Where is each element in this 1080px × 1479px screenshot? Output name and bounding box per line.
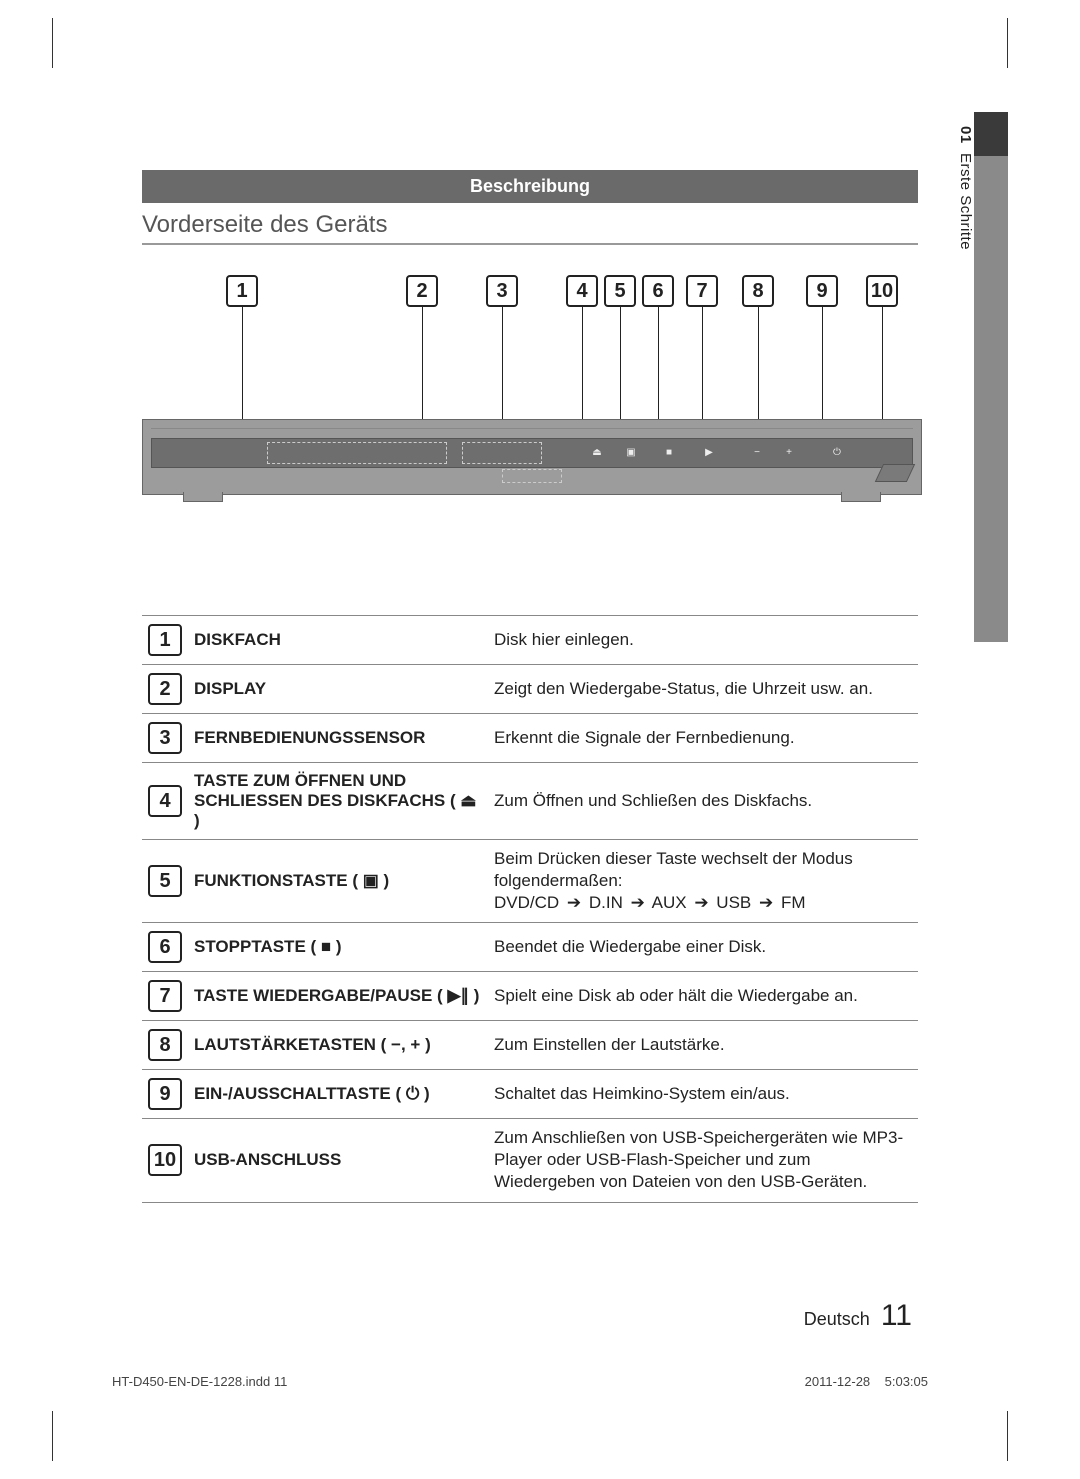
- device-foot: [841, 492, 881, 502]
- row-name: TASTE WIEDERGABE/PAUSE ( ▶∥ ): [188, 972, 488, 1021]
- device-control-icon: +: [784, 447, 794, 457]
- device-control-icon: ▶: [704, 447, 714, 457]
- chapter-label: Erste Schritte: [957, 153, 974, 250]
- device-ridge: [151, 428, 913, 429]
- device-control-icon: ⏏: [592, 447, 602, 457]
- row-name: TASTE ZUM ÖFFNEN UND SCHLIESSEN DES DISK…: [188, 763, 488, 840]
- side-tab-bg: [974, 112, 1008, 642]
- row-desc: Disk hier einlegen.: [488, 616, 918, 665]
- table-row: 7TASTE WIEDERGABE/PAUSE ( ▶∥ )Spielt ein…: [142, 972, 918, 1021]
- row-number-cell: 1: [142, 616, 188, 665]
- row-number-cell: 8: [142, 1021, 188, 1070]
- print-time: 5:03:05: [885, 1374, 928, 1389]
- crop-mark: [1007, 1411, 1008, 1461]
- row-desc: Schaltet das Heimkino-System ein/aus.: [488, 1070, 918, 1119]
- callout-box: 3: [486, 275, 518, 307]
- row-number-cell: 3: [142, 714, 188, 763]
- page: 01 Erste Schritte Beschreibung Vordersei…: [52, 68, 1008, 1411]
- row-desc: Zeigt den Wiedergabe-Status, die Uhrzeit…: [488, 665, 918, 714]
- table-row: 10USB-ANSCHLUSSZum Anschließen von USB-S…: [142, 1119, 918, 1202]
- row-number-badge: 5: [148, 865, 182, 897]
- device-diagram: 1 2 3 456789 10 ⏏ ▣ ■ ▶ − + ⏻: [142, 275, 922, 495]
- device-body: ⏏ ▣ ■ ▶ − + ⏻: [142, 419, 922, 495]
- print-file: HT-D450-EN-DE-1228.indd 11: [112, 1374, 287, 1389]
- callout-box: 2: [406, 275, 438, 307]
- print-info: HT-D450-EN-DE-1228.indd 11 2011-12-28 5:…: [112, 1374, 928, 1389]
- row-number-cell: 4: [142, 763, 188, 840]
- row-number-badge: 10: [148, 1144, 182, 1176]
- row-name: DISKFACH: [188, 616, 488, 665]
- callout-box: 5: [604, 275, 636, 307]
- section-title: Beschreibung: [142, 170, 918, 203]
- row-number-badge: 1: [148, 624, 182, 656]
- callout-box: 1: [226, 275, 258, 307]
- row-desc: Beim Drücken dieser Taste wechselt der M…: [488, 840, 918, 923]
- row-name: FUNKTIONSTASTE ( ▣ ): [188, 840, 488, 923]
- callout-box: 4: [566, 275, 598, 307]
- crop-mark: [1007, 18, 1008, 68]
- disk-tray: [267, 442, 447, 464]
- device-control-icon: −: [752, 447, 762, 457]
- row-name: EIN-/AUSSCHALTTASTE ( ⏻ ): [188, 1070, 488, 1119]
- side-tab-dark: [974, 112, 1008, 156]
- row-name: STOPPTASTE ( ■ ): [188, 923, 488, 972]
- row-number-badge: 2: [148, 673, 182, 705]
- row-number-badge: 9: [148, 1078, 182, 1110]
- row-number-cell: 2: [142, 665, 188, 714]
- subsection-title: Vorderseite des Geräts: [142, 203, 918, 245]
- callout-box: 9: [806, 275, 838, 307]
- usb-flap: [875, 464, 915, 482]
- sensor-area: [502, 469, 562, 483]
- row-number-cell: 7: [142, 972, 188, 1021]
- print-date: 2011-12-28: [805, 1374, 871, 1389]
- table-row: 4TASTE ZUM ÖFFNEN UND SCHLIESSEN DES DIS…: [142, 763, 918, 840]
- row-desc: Zum Einstellen der Lautstärke.: [488, 1021, 918, 1070]
- crop-mark: [52, 1411, 53, 1461]
- table-row: 6STOPPTASTE ( ■ )Beendet die Wiedergabe …: [142, 923, 918, 972]
- row-name: FERNBEDIENUNGSSENSOR: [188, 714, 488, 763]
- row-number-badge: 8: [148, 1029, 182, 1061]
- table-row: 3FERNBEDIENUNGSSENSORErkennt die Signale…: [142, 714, 918, 763]
- device-foot: [183, 492, 223, 502]
- page-footer: Deutsch 11: [804, 1299, 912, 1333]
- footer-lang: Deutsch: [804, 1309, 870, 1329]
- callout-box: 6: [642, 275, 674, 307]
- row-desc: Zum Anschließen von USB-Speichergeräten …: [488, 1119, 918, 1202]
- row-name: DISPLAY: [188, 665, 488, 714]
- callout-box: 7: [686, 275, 718, 307]
- table-row: 2DISPLAYZeigt den Wiedergabe-Status, die…: [142, 665, 918, 714]
- crop-mark: [52, 18, 53, 68]
- row-name: USB-ANSCHLUSS: [188, 1119, 488, 1202]
- side-tab-text: 01 Erste Schritte: [957, 126, 974, 250]
- row-number-cell: 6: [142, 923, 188, 972]
- table-row: 5FUNKTIONSTASTE ( ▣ )Beim Drücken dieser…: [142, 840, 918, 923]
- content: Beschreibung Vorderseite des Geräts 1 2 3 4…: [142, 170, 918, 1203]
- callout-box: 10: [866, 275, 898, 307]
- callout-box: 8: [742, 275, 774, 307]
- table-row: 9EIN-/AUSSCHALTTASTE ( ⏻ )Schaltet das H…: [142, 1070, 918, 1119]
- table-row: 8LAUTSTÄRKETASTEN ( −, + )Zum Einstellen…: [142, 1021, 918, 1070]
- row-number-badge: 3: [148, 722, 182, 754]
- row-desc: Beendet die Wiedergabe einer Disk.: [488, 923, 918, 972]
- device-control-icon: ⏻: [832, 447, 842, 457]
- device-control-icon: ▣: [626, 447, 636, 457]
- row-desc: Zum Öffnen und Schließen des Diskfachs.: [488, 763, 918, 840]
- row-number-badge: 4: [148, 785, 182, 817]
- spec-table: 1DISKFACHDisk hier einlegen.2DISPLAYZeig…: [142, 615, 918, 1203]
- row-number-cell: 9: [142, 1070, 188, 1119]
- footer-page: 11: [881, 1299, 912, 1332]
- device-face: ⏏ ▣ ■ ▶ − + ⏻: [151, 438, 913, 468]
- chapter-num: 01: [957, 126, 974, 144]
- device-control-icon: ■: [664, 447, 674, 457]
- row-number-badge: 7: [148, 980, 182, 1012]
- row-number-cell: 5: [142, 840, 188, 923]
- row-desc: Spielt eine Disk ab oder hält die Wieder…: [488, 972, 918, 1021]
- table-row: 1DISKFACHDisk hier einlegen.: [142, 616, 918, 665]
- row-number-cell: 10: [142, 1119, 188, 1202]
- row-name: LAUTSTÄRKETASTEN ( −, + ): [188, 1021, 488, 1070]
- row-desc: Erkennt die Signale der Fernbedienung.: [488, 714, 918, 763]
- row-number-badge: 6: [148, 931, 182, 963]
- display-area: [462, 442, 542, 464]
